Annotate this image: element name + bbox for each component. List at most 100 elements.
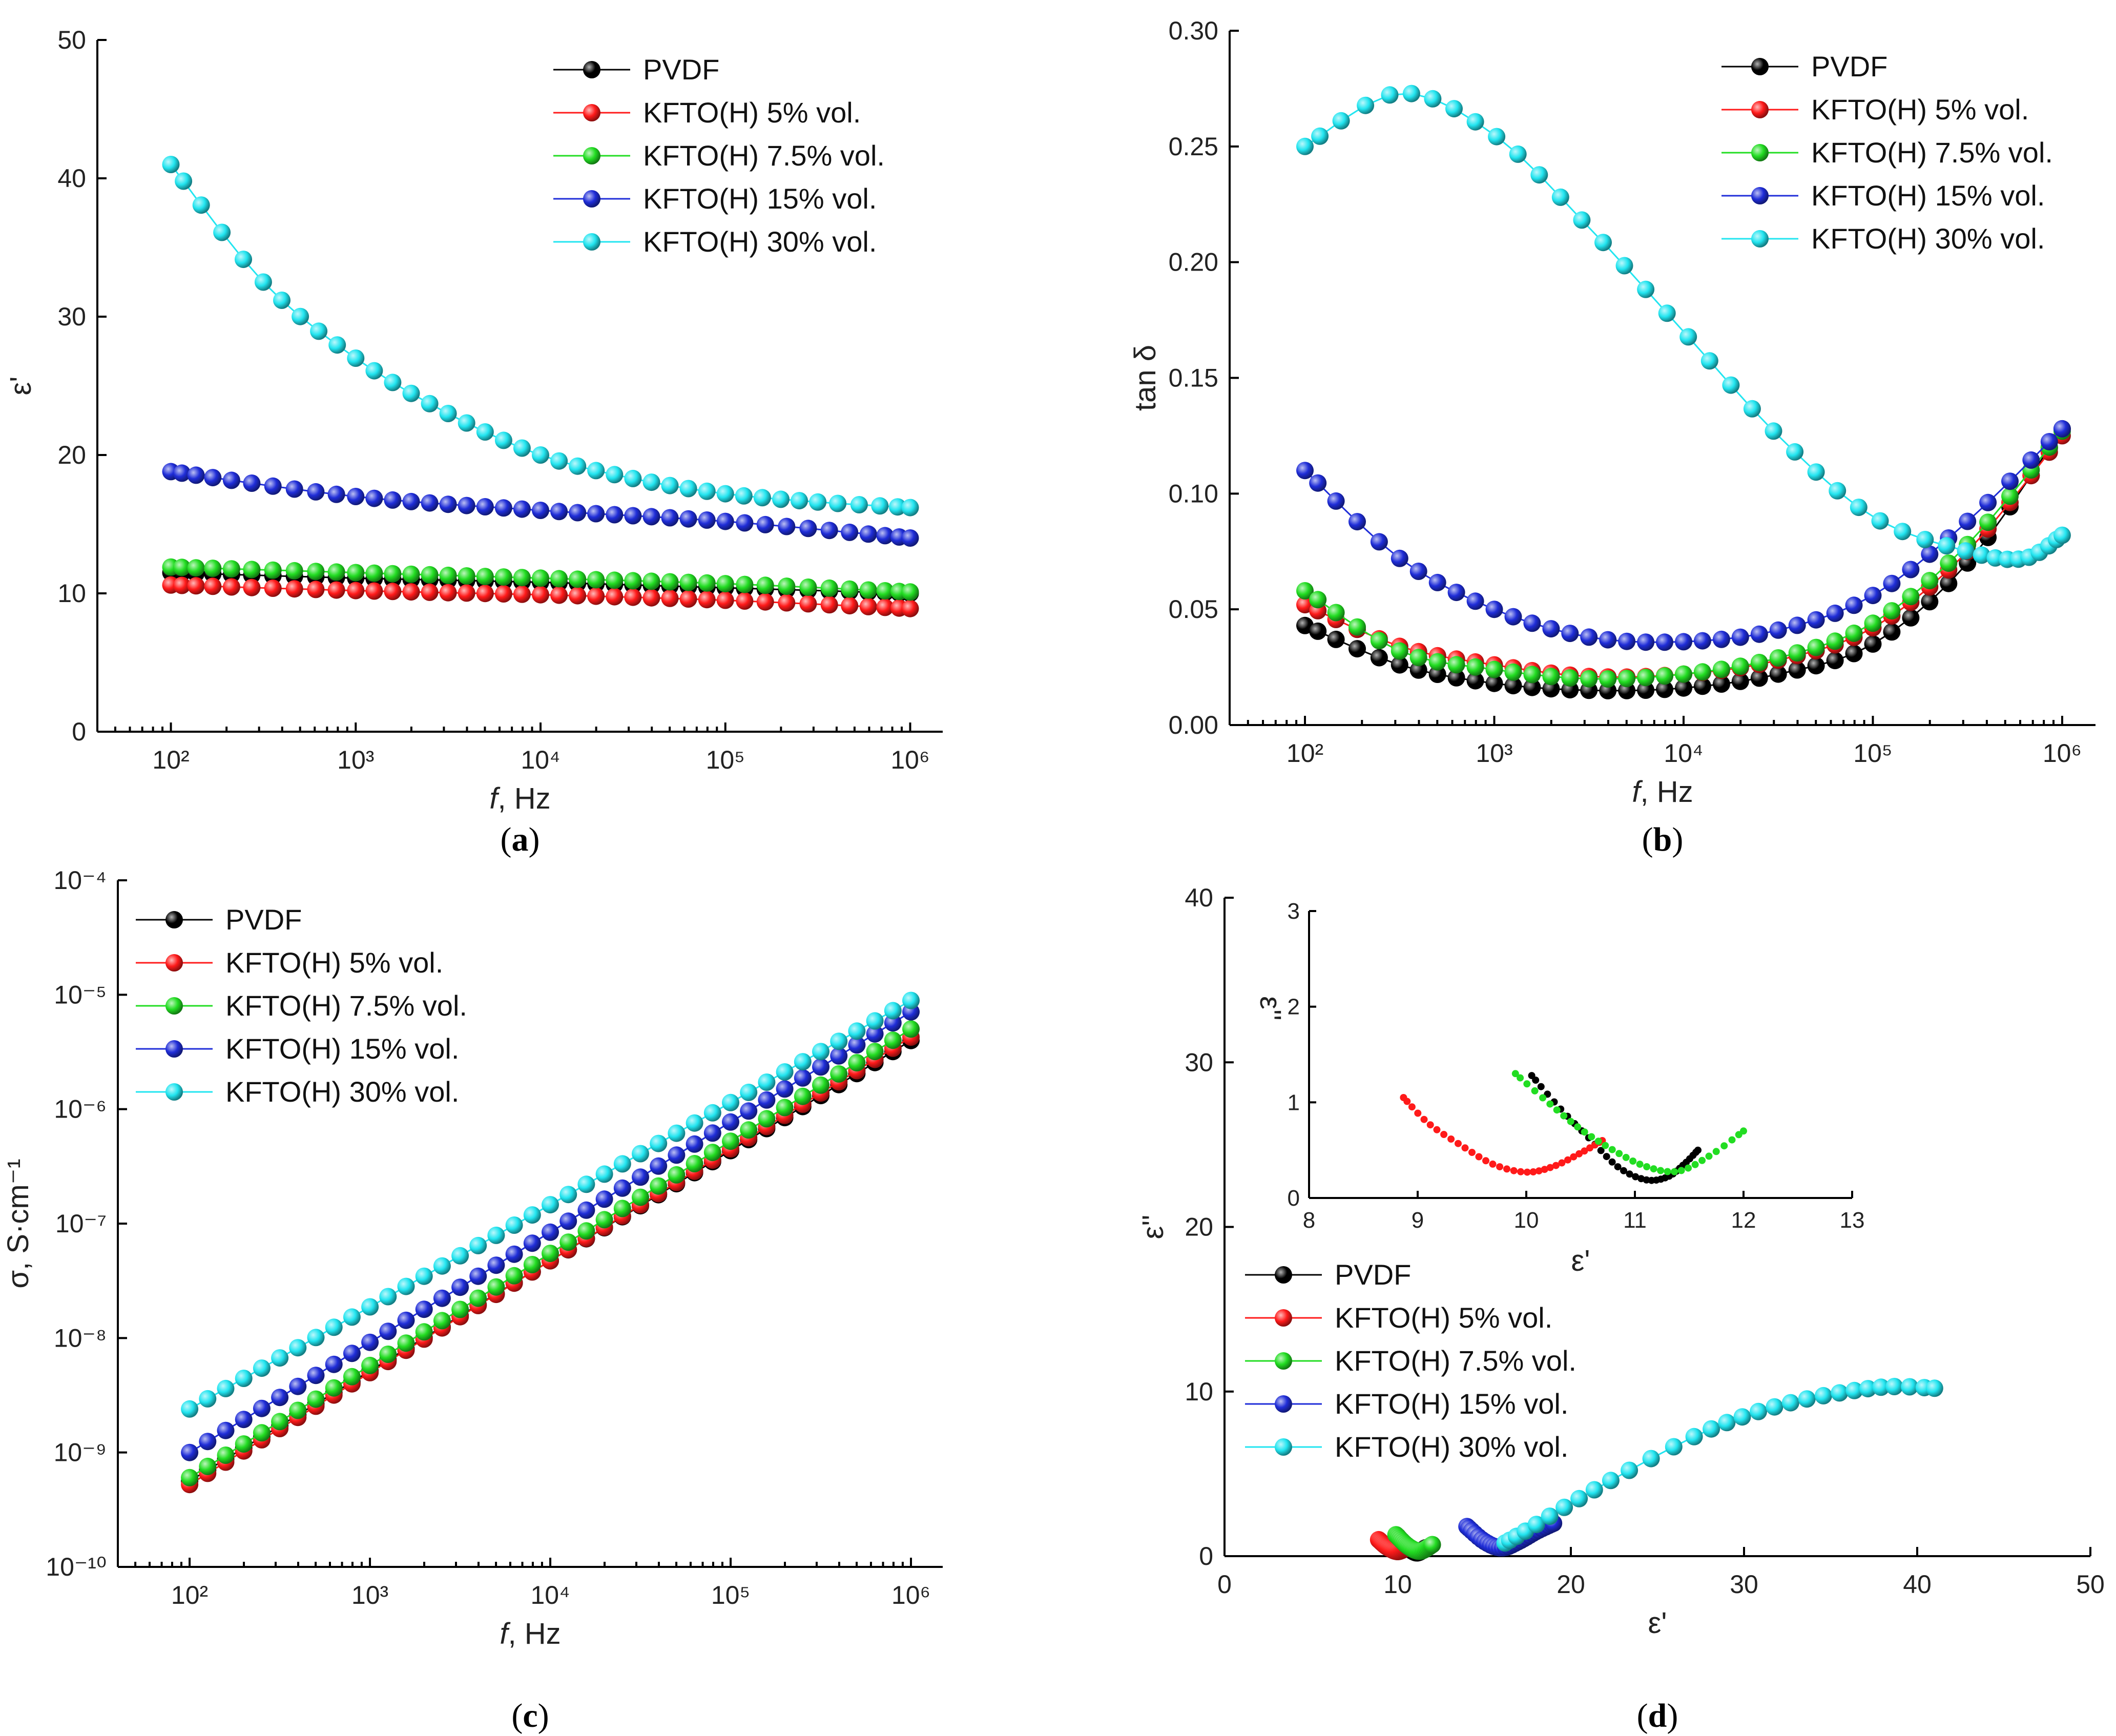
data-point (1656, 680, 1673, 698)
data-point (1309, 591, 1327, 609)
data-point (1580, 670, 1598, 688)
legend-label: PVDF (1811, 50, 1887, 82)
legend-entry: KFTO(H) 30% vol. (1245, 1431, 1568, 1463)
data-point (542, 1223, 559, 1241)
legend-label: PVDF (225, 903, 302, 936)
data-point (1594, 234, 1612, 252)
legend-label: KFTO(H) 15% vol. (225, 1032, 459, 1065)
data-point (451, 1278, 469, 1296)
y-tick-label: 0.10 (1169, 479, 1218, 508)
data-point (1428, 666, 1446, 683)
inset-data-point (1468, 1149, 1476, 1156)
inset-data-point (1740, 1127, 1747, 1135)
data-point (1872, 1378, 1890, 1396)
x-tick-label: 10⁴ (530, 1581, 570, 1609)
data-point (1309, 474, 1327, 492)
y-axis-label: ε'' (1136, 1214, 1170, 1239)
data-point (716, 485, 734, 503)
data-point (1615, 257, 1633, 275)
inset-x-tick-label: 10 (1514, 1208, 1539, 1233)
legend-label: KFTO(H) 15% vol. (643, 182, 877, 215)
data-point (307, 483, 325, 501)
inset-data-point (1420, 1115, 1428, 1123)
data-point (650, 1157, 668, 1175)
panel-label-letter: c (523, 1697, 537, 1734)
inset-data-point (1581, 1128, 1588, 1136)
data-point (235, 251, 252, 268)
data-point (1599, 631, 1617, 649)
data-point (173, 559, 191, 576)
data-point (559, 1212, 577, 1230)
data-point (1527, 1516, 1545, 1534)
data-point (722, 1113, 739, 1131)
data-point (1551, 188, 1569, 206)
x-axis-label-unit: , Hz (498, 782, 551, 815)
y-tick-label: 10⁻⁷ (55, 1209, 107, 1238)
data-point (1807, 611, 1825, 629)
data-point (848, 1022, 866, 1040)
data-point (668, 1124, 686, 1142)
data-point (1428, 573, 1446, 591)
legend-marker (165, 954, 183, 972)
data-point (1391, 642, 1408, 660)
data-point (799, 595, 817, 613)
data-point (505, 1267, 523, 1285)
data-point (550, 586, 568, 604)
data-point (199, 1457, 217, 1475)
data-point (703, 1144, 721, 1162)
data-point (1765, 422, 1782, 440)
data-point (1679, 328, 1697, 346)
panel-label-paren: ( (1637, 1697, 1648, 1734)
y-axis-label: ε' (4, 377, 37, 396)
data-point (776, 1099, 794, 1117)
data-point (458, 584, 475, 602)
data-point (1769, 649, 1787, 667)
x-tick-label: 10⁵ (706, 746, 745, 774)
x-axis-label: f, Hz (489, 782, 550, 815)
data-point (686, 1135, 703, 1153)
legend: PVDF KFTO(H) 5% vol. KFTO(H) 7.5% vol. KFTO… (136, 903, 467, 1108)
legend-entry: PVDF (1245, 1258, 1411, 1291)
inset-data-point (1496, 1163, 1504, 1171)
inset-data-point (1482, 1157, 1489, 1165)
data-point (1570, 1490, 1588, 1507)
legend-label: KFTO(H) 7.5% vol. (225, 989, 467, 1022)
data-point (1424, 90, 1442, 108)
data-point (1504, 608, 1522, 626)
data-point (476, 423, 494, 441)
inset-x-axis-label: ε' (1571, 1244, 1590, 1277)
data-point (402, 583, 420, 601)
data-point (642, 572, 660, 590)
data-point (1864, 614, 1882, 632)
data-point (820, 596, 838, 614)
legend-marker (1751, 187, 1769, 204)
data-point (820, 579, 838, 597)
legend-entry: KFTO(H) 5% vol. (136, 946, 443, 979)
data-point (1871, 512, 1889, 530)
series-kfto-h-7-5-vol- (1387, 1526, 1441, 1560)
data-point (361, 1333, 379, 1351)
panel-label: (b) (1642, 821, 1684, 858)
data-point (698, 591, 716, 609)
data-point (365, 489, 383, 507)
data-point (841, 597, 859, 615)
panel-c-chart: 10² 10³ 10⁴ 10⁵ 10⁶ 10⁻¹⁰ 10⁻⁹ 10⁻⁸ 10⁻⁷ 10⁻⁶ 10⁻⁵… (2, 866, 943, 1734)
inset-x-tick-label: 13 (1840, 1208, 1865, 1233)
data-point (204, 560, 222, 577)
data-point (1573, 211, 1591, 229)
data-point (1921, 593, 1939, 611)
data-point (799, 578, 817, 596)
data-point (794, 1053, 812, 1071)
inset-data-point (1440, 1131, 1448, 1138)
legend: PVDF KFTO(H) 5% vol. KFTO(H) 7.5% vol. KFTO… (1721, 50, 2053, 255)
inset-data-point (1552, 1162, 1560, 1169)
data-point (859, 581, 877, 599)
data-point (1916, 531, 1934, 548)
data-point (505, 1216, 523, 1234)
legend-label: KFTO(H) 15% vol. (1335, 1388, 1568, 1420)
data-point (1894, 523, 1912, 541)
data-point (1750, 654, 1768, 671)
data-point (1665, 1438, 1683, 1456)
data-point (2053, 420, 2071, 438)
data-point (1445, 100, 1463, 118)
